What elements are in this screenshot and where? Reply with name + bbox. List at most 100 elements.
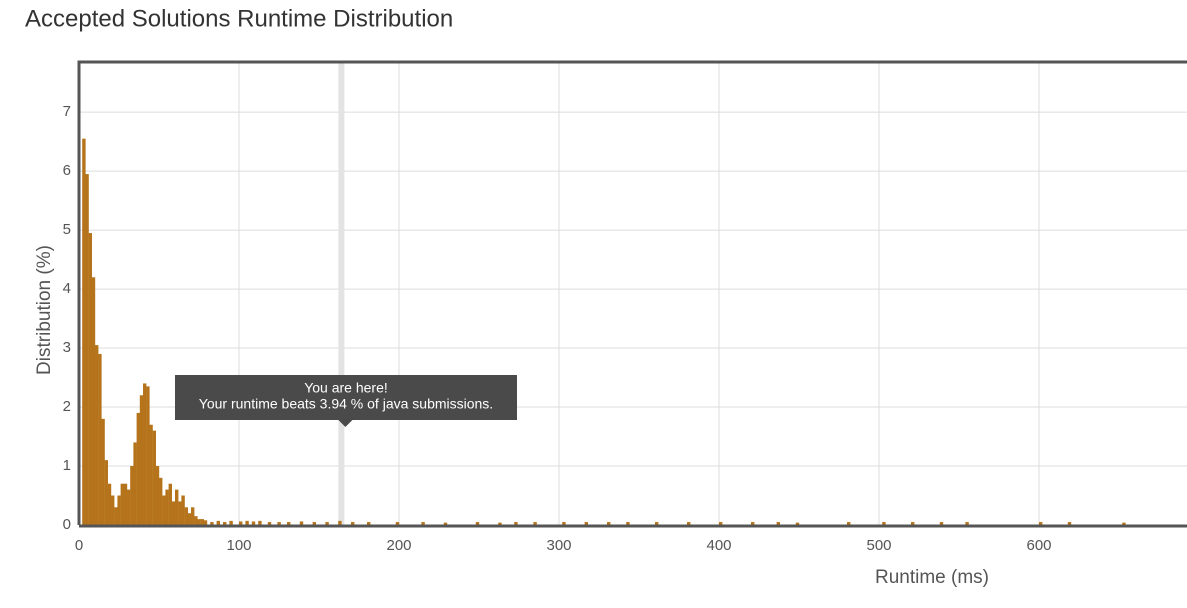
tooltip: You are here!Your runtime beats 3.94 % o… bbox=[175, 375, 517, 427]
x-tick-label: 600 bbox=[1026, 537, 1051, 554]
bar bbox=[95, 345, 99, 525]
y-tick-label: 0 bbox=[63, 516, 71, 533]
x-tick-label: 100 bbox=[226, 537, 251, 554]
y-tick-label: 4 bbox=[63, 280, 71, 297]
bar bbox=[168, 483, 172, 525]
bar bbox=[1122, 522, 1126, 525]
bar bbox=[626, 522, 630, 525]
bar bbox=[155, 466, 160, 525]
bar bbox=[130, 466, 134, 525]
bar bbox=[258, 520, 262, 525]
bar bbox=[197, 519, 201, 525]
bar bbox=[159, 477, 163, 525]
bar bbox=[114, 507, 118, 525]
bar bbox=[687, 522, 691, 525]
y-tick-label: 5 bbox=[63, 221, 71, 238]
bar bbox=[139, 395, 144, 525]
bar bbox=[184, 507, 188, 525]
tooltip-line: You are here! bbox=[304, 380, 388, 396]
bar bbox=[475, 522, 480, 525]
bar bbox=[443, 522, 448, 525]
bar bbox=[533, 522, 537, 525]
bar bbox=[175, 489, 179, 525]
bar bbox=[239, 521, 243, 525]
bar bbox=[421, 522, 425, 525]
bar bbox=[223, 522, 227, 525]
bar bbox=[104, 460, 108, 525]
bar bbox=[719, 522, 723, 525]
bar bbox=[91, 277, 96, 525]
y-tick-label: 7 bbox=[63, 103, 71, 120]
chart-title: Accepted Solutions Runtime Distribution bbox=[25, 5, 453, 32]
bar bbox=[655, 522, 659, 525]
bar bbox=[210, 522, 214, 525]
bar bbox=[149, 424, 153, 525]
bar bbox=[1067, 522, 1072, 525]
bar bbox=[82, 138, 86, 525]
y-tick-label: 6 bbox=[63, 162, 71, 179]
x-axis-label: Runtime (ms) bbox=[875, 567, 989, 588]
bar bbox=[584, 522, 588, 525]
bar bbox=[229, 520, 233, 525]
bar bbox=[146, 386, 150, 525]
bar bbox=[120, 483, 124, 525]
bar bbox=[514, 522, 518, 525]
x-tick-label: 400 bbox=[706, 537, 731, 554]
bar bbox=[133, 442, 137, 525]
bar bbox=[194, 516, 198, 525]
x-tick-label: 500 bbox=[866, 537, 891, 554]
bar bbox=[98, 353, 102, 525]
tooltip-box bbox=[175, 375, 517, 420]
bar bbox=[216, 520, 220, 525]
bar bbox=[200, 519, 204, 525]
bar bbox=[117, 495, 121, 525]
bar bbox=[911, 522, 915, 525]
bar bbox=[85, 174, 89, 525]
bar bbox=[395, 522, 400, 525]
y-axis-label: Distribution (%) bbox=[34, 245, 55, 375]
bar bbox=[152, 430, 156, 525]
bar bbox=[178, 501, 182, 525]
bar bbox=[88, 233, 92, 525]
x-tick-label: 300 bbox=[546, 537, 571, 554]
bar bbox=[498, 522, 502, 525]
bar bbox=[338, 520, 342, 525]
y-tick-label: 1 bbox=[63, 457, 71, 474]
y-tick-label: 3 bbox=[63, 339, 71, 356]
y-tick-label: 2 bbox=[63, 398, 71, 415]
bar bbox=[795, 522, 800, 525]
bar bbox=[299, 521, 304, 525]
bar bbox=[187, 513, 192, 525]
bar bbox=[245, 520, 249, 525]
bar bbox=[847, 522, 851, 525]
bar bbox=[287, 522, 291, 525]
bar bbox=[203, 520, 208, 525]
bar bbox=[367, 522, 371, 525]
bar bbox=[251, 521, 256, 525]
bar bbox=[107, 483, 112, 525]
bar bbox=[607, 522, 611, 525]
bar bbox=[351, 522, 355, 525]
bar bbox=[127, 489, 131, 525]
bar bbox=[562, 522, 566, 525]
bar bbox=[751, 522, 755, 525]
highlight-band bbox=[338, 62, 345, 525]
bar bbox=[165, 489, 169, 525]
bar bbox=[181, 495, 185, 525]
bar bbox=[312, 522, 316, 525]
bar bbox=[882, 522, 886, 525]
tooltip-pointer bbox=[338, 420, 353, 427]
bar bbox=[101, 418, 105, 525]
plot-frame bbox=[77, 60, 1187, 525]
bar bbox=[123, 483, 128, 525]
bar bbox=[267, 522, 272, 525]
x-tick-label: 200 bbox=[386, 537, 411, 554]
tooltip-line: Your runtime beats 3.94 % of java submis… bbox=[199, 396, 493, 412]
bar bbox=[111, 495, 115, 525]
bar bbox=[325, 522, 329, 525]
bar bbox=[136, 412, 140, 525]
bar bbox=[143, 383, 147, 525]
bar bbox=[939, 522, 944, 525]
bar bbox=[776, 522, 780, 525]
